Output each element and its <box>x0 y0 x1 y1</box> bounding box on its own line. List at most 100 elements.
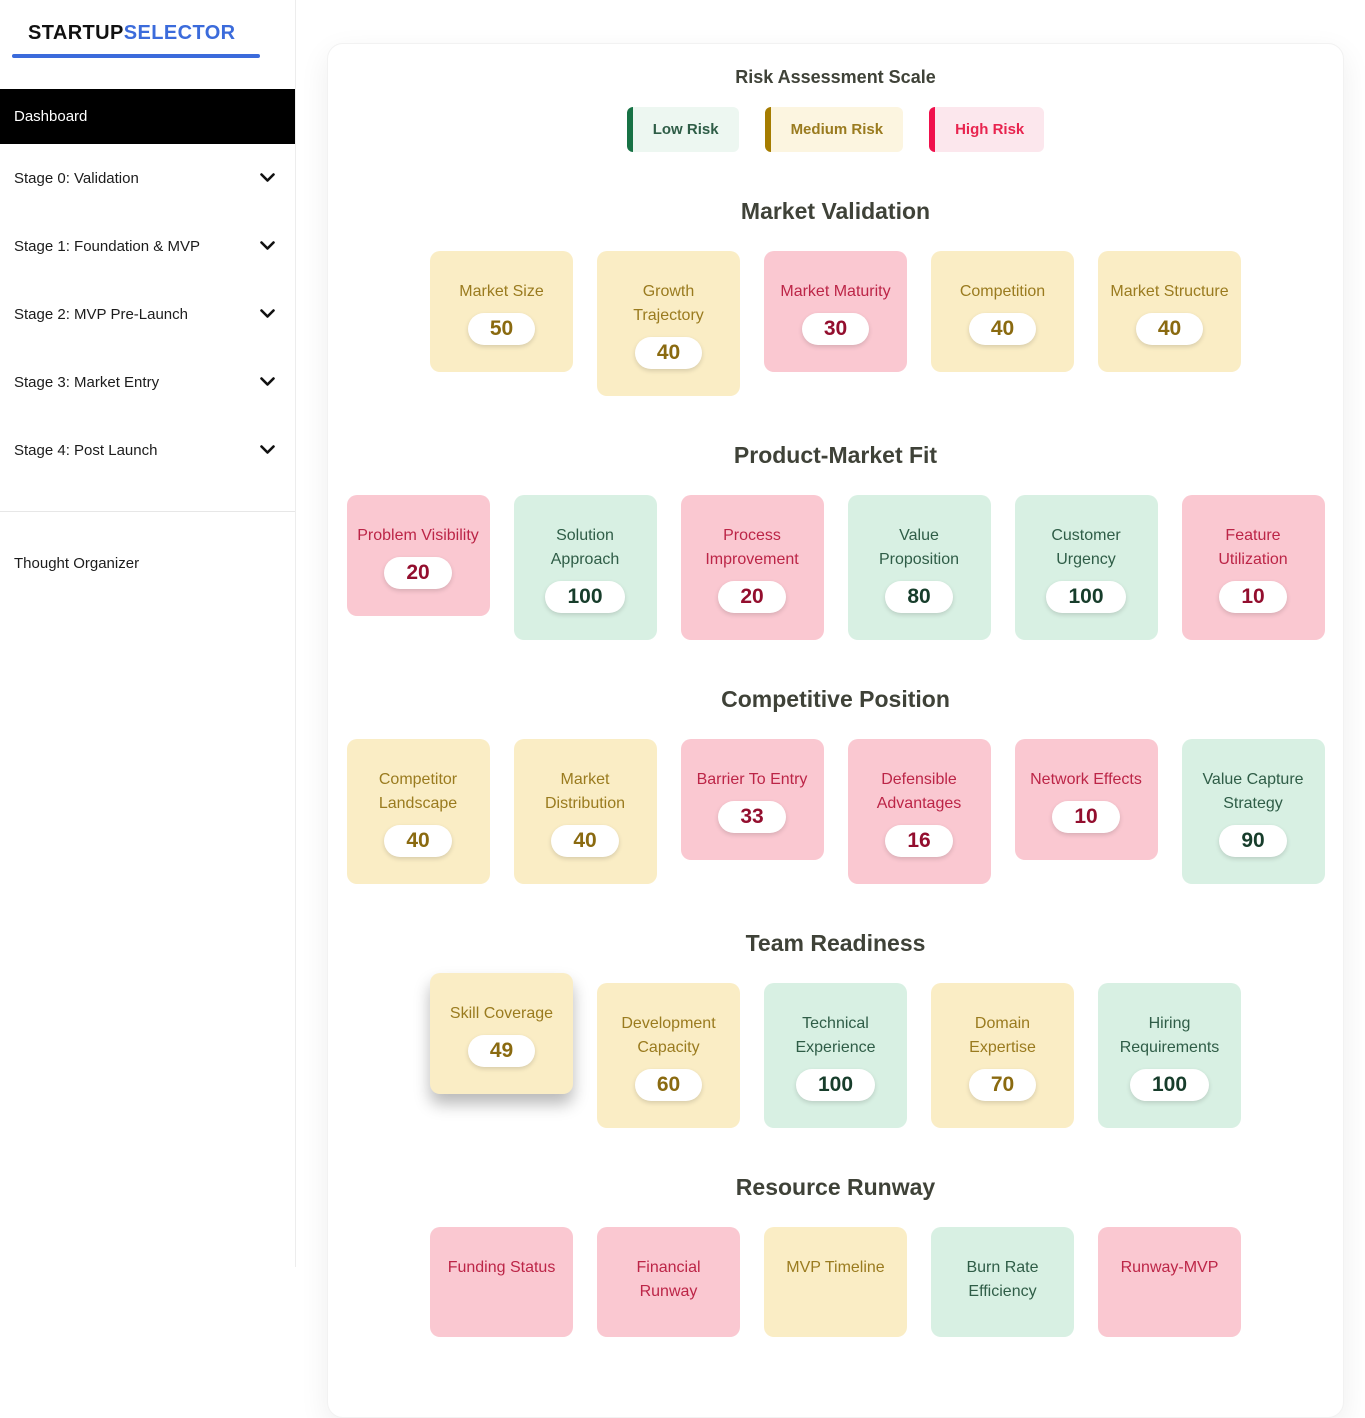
metric-card[interactable]: Development Capacity 60 <box>597 983 740 1128</box>
chevron-down-icon <box>260 445 275 455</box>
legend-badge-low: Low Risk <box>626 107 739 152</box>
metric-card[interactable]: Hiring Requirements 100 <box>1098 983 1241 1128</box>
sidebar-item-dashboard[interactable]: Dashboard <box>0 89 295 144</box>
metric-card[interactable]: Financial Runway <box>597 1227 740 1337</box>
metric-label: Funding Status <box>447 1259 556 1276</box>
metric-value: 40 <box>384 825 452 857</box>
sidebar: STARTUPSELECTOR Dashboard Stage 0: Valid… <box>0 0 296 1267</box>
metric-value: 100 <box>1129 1069 1210 1101</box>
metric-card[interactable]: Value Proposition 80 <box>847 495 991 640</box>
metric-card[interactable]: Process Improvement 20 <box>680 495 824 640</box>
metric-card[interactable]: Competition 40 <box>931 251 1074 372</box>
sidebar-item-stage-3[interactable]: Stage 3: Market Entry <box>0 348 295 416</box>
metric-value: 40 <box>551 825 619 857</box>
metric-label: Hiring Requirements <box>1119 1015 1220 1056</box>
metric-card[interactable]: Skill Coverage 49 <box>430 973 573 1094</box>
metric-label: Development Capacity <box>621 1015 716 1056</box>
metric-label: Technical Experience <box>795 1015 876 1056</box>
metric-value: 80 <box>885 581 953 613</box>
sidebar-item-label: Stage 4: Post Launch <box>14 441 158 459</box>
metric-label: Competition <box>959 283 1046 300</box>
metric-value: 10 <box>1219 581 1287 613</box>
metric-card[interactable]: Technical Experience 100 <box>764 983 907 1128</box>
sidebar-item-label: Stage 1: Foundation & MVP <box>14 237 200 255</box>
metric-label: Burn Rate Efficiency <box>966 1259 1039 1300</box>
metric-label: Barrier To Entry <box>696 771 808 788</box>
main-panel: Risk Assessment Scale Low Risk Medium Ris… <box>327 43 1344 1418</box>
chevron-down-icon <box>260 173 275 183</box>
metric-label: Market Structure <box>1110 283 1229 300</box>
app-logo: STARTUPSELECTOR <box>0 0 295 45</box>
section-title-4: Resource Runway <box>735 1174 936 1200</box>
metric-value: 10 <box>1052 801 1120 833</box>
metric-value: 49 <box>467 1035 536 1067</box>
metric-card[interactable]: Competitor Landscape 40 <box>346 739 490 884</box>
metric-label: Feature Utilization <box>1218 527 1288 568</box>
metric-label: Skill Coverage <box>449 1005 554 1022</box>
metric-label: Domain Expertise <box>969 1015 1036 1056</box>
metric-label: Financial Runway <box>636 1259 701 1300</box>
metric-value: 50 <box>467 313 536 345</box>
metric-label: Value Capture Strategy <box>1202 771 1304 812</box>
metric-label: Runway-MVP <box>1120 1259 1219 1276</box>
metric-value: 40 <box>968 313 1037 345</box>
metric-card[interactable]: Customer Urgency 100 <box>1014 495 1158 640</box>
metric-label: Market Maturity <box>780 283 891 300</box>
metric-label: Value Proposition <box>878 527 960 568</box>
legend-badge-high: High Risk <box>929 107 1045 152</box>
stage-nav: Stage 0: Validation Stage 1: Foundation &… <box>0 144 295 484</box>
sidebar-item-label: Stage 2: MVP Pre-Launch <box>14 305 188 323</box>
app-logo-part1: STARTUP <box>28 22 124 44</box>
section-title-2: Competitive Position <box>721 686 950 712</box>
metric-label: Growth Trajectory <box>633 283 704 324</box>
metric-card[interactable]: Growth Trajectory 40 <box>597 251 740 396</box>
card-row-3: Skill Coverage 49 Development Capacity 60 Te… <box>328 973 1343 1128</box>
metric-value: 40 <box>634 337 703 369</box>
app-logo-part2: SELECTOR <box>123 22 236 44</box>
sidebar-item-stage-0[interactable]: Stage 0: Validation <box>0 144 295 212</box>
metric-card[interactable]: Market Distribution 40 <box>513 739 657 884</box>
metric-value: 30 <box>801 313 870 345</box>
metric-label: Problem Visibility <box>357 527 479 544</box>
sidebar-item-stage-2[interactable]: Stage 2: MVP Pre-Launch <box>0 280 295 348</box>
metric-card[interactable]: Market Structure 40 <box>1098 251 1241 372</box>
metric-value: 100 <box>795 1069 876 1101</box>
risk-legend: Low Risk Medium Risk High Risk <box>328 107 1343 152</box>
section-title-0: Market Validation <box>740 198 931 224</box>
card-row-1: Problem Visibility 20 Solution Approach 100… <box>328 495 1343 640</box>
metric-card[interactable]: Barrier To Entry 33 <box>680 739 824 860</box>
metric-card[interactable]: Domain Expertise 70 <box>931 983 1074 1128</box>
metric-card[interactable]: Network Effects 10 <box>1014 739 1158 860</box>
chevron-down-icon <box>260 377 275 387</box>
sidebar-item-stage-4[interactable]: Stage 4: Post Launch <box>0 416 295 484</box>
sidebar-divider <box>0 511 295 512</box>
metric-value: 40 <box>1135 313 1204 345</box>
metric-value: 100 <box>545 581 625 613</box>
metric-card[interactable]: Feature Utilization 10 <box>1181 495 1325 640</box>
metric-card[interactable]: Problem Visibility 20 <box>346 495 490 616</box>
metric-card[interactable]: Burn Rate Efficiency <box>931 1227 1074 1337</box>
metric-card[interactable]: MVP Timeline <box>764 1227 907 1337</box>
metric-card[interactable]: Market Maturity 30 <box>764 251 907 372</box>
metric-label: MVP Timeline <box>786 1259 885 1276</box>
metric-card[interactable]: Value Capture Strategy 90 <box>1181 739 1325 884</box>
sidebar-item-stage-1[interactable]: Stage 1: Foundation & MVP <box>0 212 295 280</box>
card-row-2: Competitor Landscape 40 Market Distributio… <box>328 739 1343 884</box>
metric-value: 20 <box>384 557 452 589</box>
legend-title: Risk Assessment Scale <box>735 67 936 87</box>
metric-card[interactable]: Funding Status <box>430 1227 573 1337</box>
metric-card[interactable]: Runway-MVP <box>1098 1227 1241 1337</box>
card-row-4: Funding Status Financial Runway MVP Timeli… <box>328 1227 1343 1337</box>
metric-sections: Market Validation Market Size 50 Growth Tra… <box>328 198 1343 1337</box>
sidebar-item-thought-organizer[interactable]: Thought Organizer <box>14 555 140 572</box>
metric-value: 16 <box>885 825 953 857</box>
metric-card[interactable]: Solution Approach 100 <box>513 495 657 640</box>
metric-label: Competitor Landscape <box>378 771 458 812</box>
metric-card[interactable]: Market Size 50 <box>430 251 573 372</box>
chevron-down-icon <box>260 309 275 319</box>
metric-value: 60 <box>634 1069 703 1101</box>
metric-card[interactable]: Defensible Advantages 16 <box>847 739 991 884</box>
chevron-down-icon <box>260 241 275 251</box>
metric-label: Market Size <box>459 283 544 300</box>
metric-label: Market Distribution <box>544 771 626 812</box>
